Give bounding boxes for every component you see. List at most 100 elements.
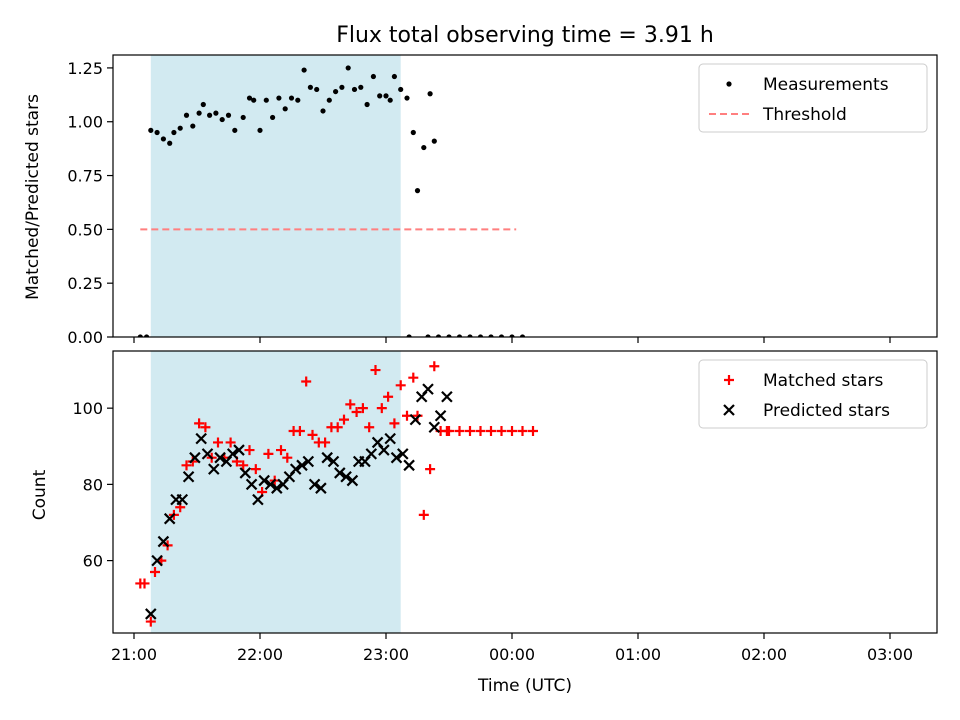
measurements-point: [276, 95, 282, 101]
matched-stars-point: [412, 410, 423, 421]
matched-stars-point: [263, 448, 274, 459]
bottom-y-tick-label: 100: [72, 399, 103, 418]
x-tick-label: 23:00: [363, 645, 409, 664]
x-tick-label: 01:00: [615, 645, 661, 664]
matched-stars-point: [370, 365, 381, 376]
measurements-point: [456, 334, 463, 337]
matched-stars-point: [496, 426, 507, 437]
measurements-point: [232, 127, 238, 133]
measurements-point: [406, 334, 412, 337]
predicted-stars-point: [189, 451, 201, 464]
measurements-point: [467, 334, 473, 337]
predicted-stars-point: [397, 448, 409, 460]
x-tick-label: 21:00: [111, 645, 157, 664]
bottom-legend: [698, 359, 928, 429]
bottom-y-axis-label: Count: [30, 469, 50, 520]
measurements-point: [200, 101, 206, 108]
measurements-point: [225, 112, 232, 118]
predicted-stars-point: [157, 535, 170, 548]
measurements-point: [351, 86, 358, 93]
matched-stars-point: [332, 422, 343, 433]
measurements-point: [383, 93, 389, 99]
measurements-point: [498, 334, 505, 337]
bottom-y-tick-label: 80: [83, 475, 103, 494]
measurements-point: [339, 84, 345, 90]
predicted-stars-point: [315, 482, 327, 494]
predicted-stars-point: [239, 467, 252, 479]
measurements-point: [509, 334, 515, 337]
top-y-axis-label: Matched/Predicted stars: [23, 94, 43, 300]
measurements-point: [288, 95, 295, 101]
matched-stars-point: [320, 437, 331, 448]
matched-stars-point: [200, 422, 211, 433]
measurements-point: [320, 108, 326, 114]
predicted-stars-point: [390, 451, 403, 464]
matched-stars-point: [307, 429, 318, 440]
measurements-point: [270, 114, 276, 121]
measurements-point: [301, 67, 307, 73]
matched-stars-point: [339, 414, 349, 425]
measurements-point: [160, 136, 166, 142]
matched-stars-point: [507, 426, 517, 437]
matched-stars-point: [225, 437, 236, 448]
matched-stars-point: [357, 403, 368, 414]
measurements-point: [196, 110, 202, 116]
matched-stars-point: [139, 578, 150, 589]
measurements-point: [307, 84, 313, 90]
predicted-stars-point: [441, 390, 453, 403]
matched-stars-point: [294, 426, 305, 437]
measurements-point: [137, 334, 143, 337]
bottom-legend-marker: [723, 404, 735, 416]
observing-span-bottom: [150, 351, 401, 633]
bottom-axes-frame: [112, 350, 938, 634]
measurements-point: [410, 129, 416, 136]
predicted-stars-point: [428, 421, 441, 433]
measurements-point: [251, 97, 257, 103]
measurements-point: [207, 112, 213, 118]
observing-span-top: [150, 55, 401, 337]
predicted-stars-point: [182, 470, 195, 483]
matched-stars-point: [194, 418, 205, 429]
measurements-point: [333, 88, 339, 95]
matched-stars-point: [454, 426, 465, 437]
bottom-panel: 60 80 100 21:00 22:00 23:00 00:00 01:00 02:00 03:…: [72, 350, 938, 664]
measurements-point: [519, 334, 526, 337]
x-tick-label: 02:00: [741, 645, 787, 664]
matched-stars-point: [213, 437, 223, 448]
predicted-stars-point: [308, 478, 321, 491]
measurements-point: [190, 123, 196, 129]
predicted-stars-point: [302, 455, 315, 468]
top-legend-label: Measurements: [763, 75, 889, 95]
predicted-stars-point: [252, 493, 264, 506]
measurements-point: [391, 73, 397, 80]
predicted-stars-point: [327, 455, 340, 468]
predicted-stars-point: [176, 493, 189, 506]
predicted-stars-point: [214, 451, 226, 464]
measurements-point: [282, 106, 288, 112]
matched-stars-point: [528, 426, 538, 437]
measurements-point: [171, 129, 177, 136]
top-y-tick-label: 0.25: [67, 274, 103, 293]
measurements-point: [404, 95, 410, 101]
measurements-point: [246, 95, 253, 101]
x-tick-label: 03:00: [867, 645, 913, 664]
matched-stars-point: [301, 376, 312, 387]
matched-stars-point: [395, 380, 406, 391]
matched-stars-point: [517, 426, 528, 437]
predicted-stars-point: [321, 451, 333, 464]
measurements-point: [144, 334, 150, 337]
top-legend-label: Threshold: [762, 105, 847, 125]
predicted-stars-point: [384, 432, 396, 445]
measurements-point: [326, 97, 332, 103]
matched-stars-point: [145, 616, 156, 627]
predicted-stars-point: [340, 470, 352, 483]
bottom-y-tick-label: 60: [83, 552, 103, 571]
matched-stars-point: [238, 460, 249, 471]
bottom-legend-label: Matched stars: [763, 371, 883, 391]
measurements-point: [183, 112, 190, 118]
measurements-point: [154, 129, 160, 136]
predicted-stars-point: [195, 432, 207, 445]
top-legend: [698, 63, 928, 133]
matched-stars-point: [244, 445, 255, 456]
